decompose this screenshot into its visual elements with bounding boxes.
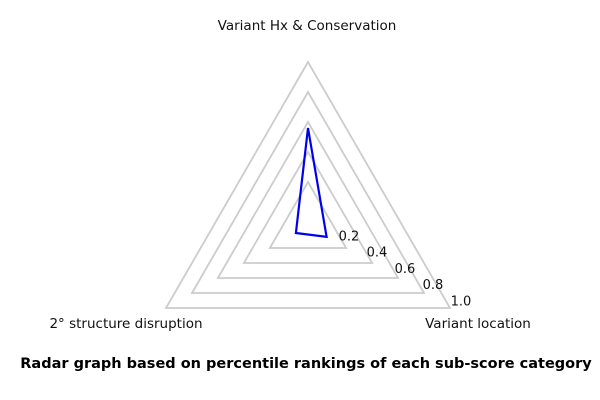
radial-tick-label: 0.2 xyxy=(339,230,360,245)
axis-label-variant-location: Variant location xyxy=(425,316,531,332)
axis-label-secondary-structure-disruption: 2° structure disruption xyxy=(49,316,203,332)
axis-label-variant-hx-conservation: Variant Hx & Conservation xyxy=(217,18,397,34)
radial-tick-label: 0.8 xyxy=(423,278,444,293)
gridline-triangle xyxy=(242,150,374,264)
figure-caption: Radar graph based on percentile rankings… xyxy=(20,356,592,372)
data-polygon xyxy=(294,127,328,239)
radial-tick-label: 1.0 xyxy=(451,294,472,309)
radial-tick-label: 0.6 xyxy=(395,262,416,277)
gridline-triangle xyxy=(216,120,400,279)
radial-tick-label: 0.4 xyxy=(367,246,388,261)
gridline-triangle xyxy=(190,90,426,294)
gridline-triangle xyxy=(268,180,348,249)
gridline-triangle xyxy=(164,60,452,309)
